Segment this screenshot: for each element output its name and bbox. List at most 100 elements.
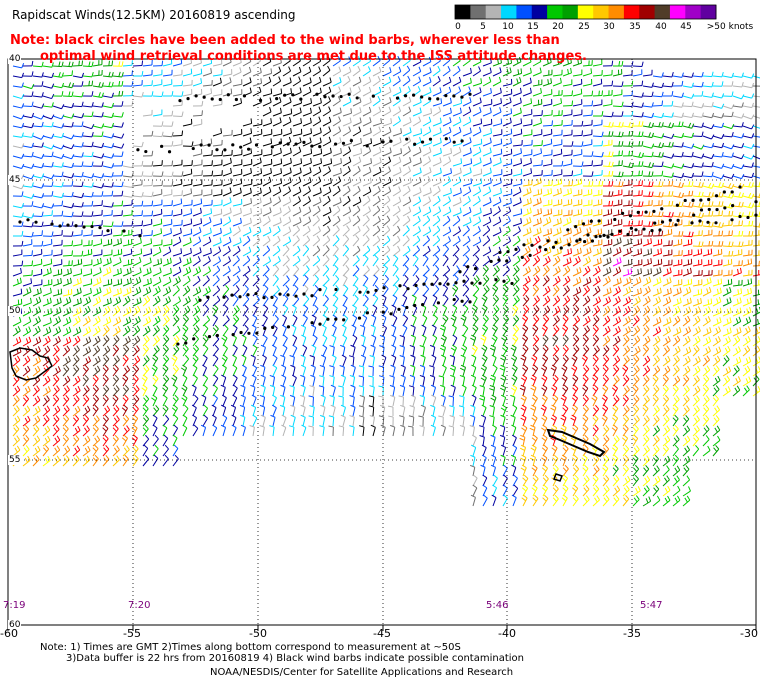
wind-barb: [12, 95, 22, 100]
wind-barb-flag: [370, 138, 373, 144]
wind-barb: [752, 95, 760, 98]
wind-barb-flag: [410, 334, 416, 338]
wind-barb-flag: [58, 316, 61, 322]
wind-barb-flag: [141, 60, 144, 66]
wind-barb-flag: [111, 72, 114, 78]
wind-barb-flag: [520, 118, 523, 124]
wind-barb: [472, 161, 482, 167]
wind-barb-flag: [28, 306, 32, 312]
wind-barb-flag: [563, 324, 569, 329]
wind-barb: [72, 105, 83, 108]
wind-barb: [262, 172, 272, 177]
wind-barb: [422, 211, 432, 217]
wind-barb-flag: [328, 86, 332, 92]
wind-barb: [402, 110, 411, 117]
wind-barb-flag: [227, 246, 231, 252]
wind-barb-flag: [405, 255, 410, 260]
wind-barb: [612, 330, 621, 337]
wind-barb-flag: [203, 344, 209, 349]
wind-barb-flag: [101, 123, 105, 129]
wind-barb: [172, 194, 183, 197]
wind-barb-flag: [628, 286, 632, 292]
wind-barb: [292, 91, 302, 97]
wind-barb: [632, 175, 643, 177]
wind-barb-flag: [691, 72, 694, 78]
wind-barb: [332, 190, 341, 197]
wind-barb: [542, 327, 548, 337]
wind-barb: [62, 165, 72, 169]
wind-barb: [202, 62, 212, 67]
wind-barb-flag: [163, 337, 168, 342]
wind-barb-flag: [422, 294, 428, 299]
wind-barb-flag: [56, 308, 59, 314]
wind-barb-flag: [681, 182, 685, 188]
wind-barb: [732, 253, 742, 257]
wind-barb-flag: [117, 269, 120, 275]
wind-barb-flag: [524, 284, 529, 290]
wind-barb: [502, 337, 508, 347]
wind-barb-flag: [270, 118, 273, 124]
wind-barb: [612, 73, 622, 77]
wind-barb-flag: [448, 176, 451, 182]
wind-barb: [412, 288, 419, 297]
wind-barb: [472, 91, 482, 97]
wind-barb: [602, 319, 611, 327]
wind-barb-flag: [736, 298, 739, 304]
wind-barb-flag: [550, 188, 553, 194]
wind-barb: [482, 142, 492, 147]
wind-barb-flag: [121, 61, 124, 67]
wind-barb: [312, 269, 320, 277]
wind-barb-flag: [105, 335, 110, 340]
wind-barb: [462, 221, 472, 227]
wind-barb: [352, 90, 361, 97]
wind-barb-flag: [720, 278, 723, 284]
wind-barb: [742, 95, 752, 99]
wind-barb: [372, 142, 382, 147]
wind-barb-flag: [747, 279, 750, 285]
wind-barb: [472, 337, 477, 347]
wind-barb: [502, 193, 512, 197]
wind-barb: [522, 280, 531, 287]
wind-barb-flag: [751, 93, 755, 99]
wind-barb-flag: [421, 334, 427, 339]
wind-barb: [682, 263, 692, 267]
wind-barb-flag: [728, 183, 732, 188]
wind-barb: [722, 165, 732, 170]
wind-barb-flag: [494, 294, 499, 300]
wind-barb-flag: [468, 106, 472, 112]
wind-barb: [372, 181, 382, 187]
wind-barb: [242, 337, 247, 347]
wind-barb-flag: [79, 287, 82, 293]
wind-barb-flag: [71, 231, 74, 237]
wind-barb: [72, 292, 82, 297]
wind-barb-flag: [519, 197, 522, 203]
wind-barb-flag: [121, 151, 124, 157]
wind-barb-flag: [709, 277, 712, 283]
wind-barb-flag: [650, 268, 653, 274]
wind-barb: [322, 347, 328, 357]
wind-barb-flag: [708, 210, 711, 217]
wind-barb: [142, 64, 152, 67]
wind-barb: [102, 243, 112, 247]
wind-barb-flag: [41, 121, 44, 127]
wind-barb: [82, 125, 92, 130]
wind-barb-flag: [318, 106, 322, 112]
wind-barb: [472, 297, 478, 307]
wind-barb-flag: [312, 294, 318, 299]
wind-barb: [282, 201, 292, 207]
wind-barb: [452, 317, 457, 327]
wind-barb: [622, 165, 632, 169]
wind-barb-flag: [116, 305, 121, 311]
wind-barb: [392, 80, 401, 87]
wind-barb-flag: [458, 226, 462, 232]
wind-barb-flag: [337, 215, 341, 221]
wind-barb: [312, 153, 322, 157]
wind-barb-flag: [347, 185, 351, 191]
wind-barb: [342, 142, 352, 147]
wind-barb: [92, 175, 102, 179]
wind-barb: [282, 210, 291, 217]
wind-barb: [292, 221, 302, 227]
wind-barb: [302, 71, 312, 77]
wind-barb: [122, 263, 132, 267]
wind-barb: [512, 230, 521, 237]
